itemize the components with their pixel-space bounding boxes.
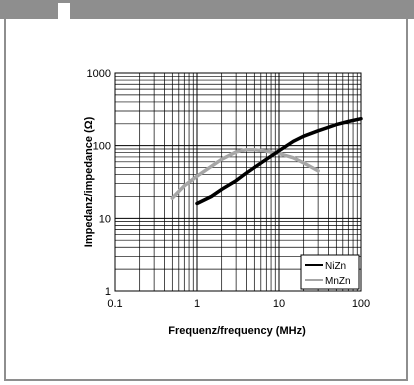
x-tick-label: 0.1 bbox=[107, 298, 122, 310]
series-lines bbox=[170, 116, 363, 206]
header-bar bbox=[0, 0, 414, 19]
y-axis-label: Impedanz/impedance (Ω) bbox=[83, 116, 95, 247]
series-line-mnzn bbox=[170, 147, 320, 200]
x-tick-label: 100 bbox=[352, 298, 370, 310]
y-tick-label: 1 bbox=[105, 286, 111, 298]
x-tick-label: 10 bbox=[273, 298, 285, 310]
plot-border bbox=[114, 72, 362, 292]
x-tick-labels: 0.1 1 10 100 bbox=[107, 298, 370, 310]
y-tick-label: 100 bbox=[93, 141, 111, 153]
x-tick-label: 1 bbox=[194, 298, 200, 310]
y-tick-labels: 1 10 100 1000 bbox=[87, 68, 111, 298]
legend: NiZn MnZn bbox=[300, 254, 360, 290]
legend-box bbox=[300, 254, 360, 290]
legend-label-mnzn: MnZn bbox=[325, 276, 351, 287]
y-tick-label: 10 bbox=[99, 213, 111, 225]
legend-label-nizn: NiZn bbox=[325, 261, 346, 272]
series-line-nizn bbox=[195, 116, 363, 206]
x-axis-label: Frequenz/frequency (MHz) bbox=[168, 325, 306, 337]
header-tab bbox=[58, 3, 70, 19]
y-tick-label: 1000 bbox=[87, 68, 111, 80]
